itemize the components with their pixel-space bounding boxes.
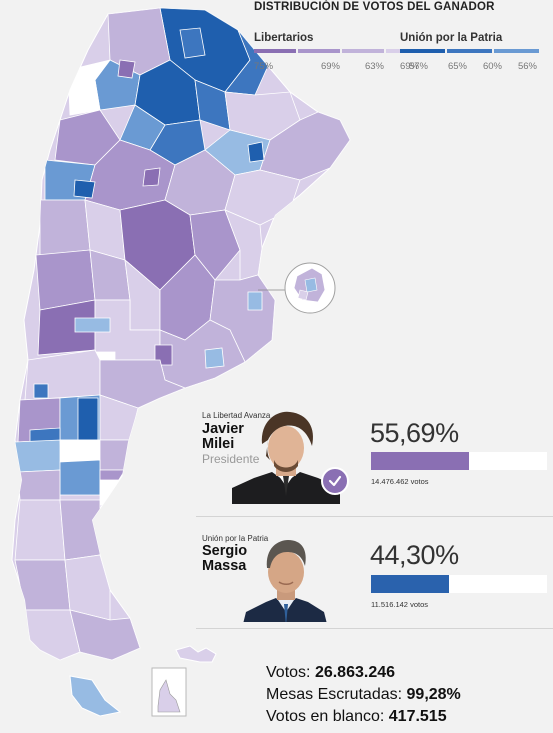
stat-label: Votos en blanco: [266, 708, 385, 725]
stat-total-votes: Votos: 26.863.246 [266, 662, 461, 684]
candidate-first-name: Javier [202, 421, 244, 437]
legend-tick: 65% [447, 61, 467, 72]
vote-count: 11.516.142 votos [371, 600, 428, 609]
candidate-card-massa: Unión por la Patria Sergio Massa 44,30% … [196, 516, 553, 629]
vote-percentage: 55,69% [370, 418, 459, 448]
vote-share-bar [371, 575, 547, 593]
candidate-last-name: Milei [202, 436, 235, 452]
legend-tick: 75% [254, 61, 274, 72]
stat-votos-en-blanco: Votos en blanco: 417.515 [266, 706, 461, 728]
party-name: La Libertad Avanza [202, 411, 271, 420]
vote-share-fill [371, 575, 449, 593]
legend-swatch [447, 49, 492, 53]
stat-value: 99,28% [406, 686, 461, 703]
region-center [35, 199, 276, 389]
stat-label: Votos: [266, 664, 311, 681]
antarctic-inset [151, 667, 187, 717]
malvinas-islands [175, 645, 217, 663]
stat-label: Mesas Escrutadas: [266, 686, 403, 703]
legend-tick: 60% [482, 61, 502, 72]
legend-swatch [494, 49, 539, 53]
vote-share-fill [371, 452, 469, 470]
candidate-card-milei: La Libertad Avanza Javier Milei Presiden… [196, 404, 553, 517]
candidate-role: Presidente [202, 452, 260, 466]
stat-mesas-escrutadas: Mesas Escrutadas: 99,28% [266, 684, 461, 706]
legend-libertarios-name: Libertarios [254, 32, 314, 44]
region-patagonia-north [14, 349, 187, 506]
party-name: Unión por la Patria [202, 534, 269, 543]
stat-value: 26.863.246 [314, 664, 396, 681]
tierra-del-fuego [69, 675, 122, 717]
legend-swatch [298, 49, 340, 53]
vote-percentage: 44,30% [370, 540, 459, 570]
legend-union-por-la-patria: Unión por la Patria 69% 65% 60% 56% [400, 32, 539, 72]
stat-value: 417.515 [388, 708, 447, 725]
legend-tick: 57% [408, 61, 428, 72]
candidate-portrait-massa [232, 528, 340, 622]
candidate-last-name: Massa [202, 558, 247, 574]
legend-union-name: Unión por la Patria [400, 32, 503, 44]
region-north [44, 8, 350, 226]
legend-swatch [254, 49, 296, 53]
vote-share-bar [371, 452, 547, 470]
legend-tick: 63% [364, 61, 384, 72]
candidate-first-name: Sergio [202, 543, 248, 559]
election-stats: Votos: 26.863.246 Mesas Escrutadas: 99,2… [266, 662, 461, 728]
winner-check-icon [321, 467, 349, 495]
legend-tick: 69% [400, 61, 420, 72]
region-patagonia-south [14, 499, 141, 660]
vote-count: 14.476.462 votos [371, 477, 429, 486]
buenos-aires-inset [258, 262, 336, 314]
legend-swatch [400, 49, 445, 53]
legend-swatch [342, 49, 384, 53]
candidate-portrait-milei [232, 410, 340, 504]
legend-tick: 56% [517, 61, 537, 72]
legend-tick: 69% [320, 61, 340, 72]
legend-title: DISTRIBUCIÓN DE VOTOS DEL GANADOR [254, 1, 495, 13]
